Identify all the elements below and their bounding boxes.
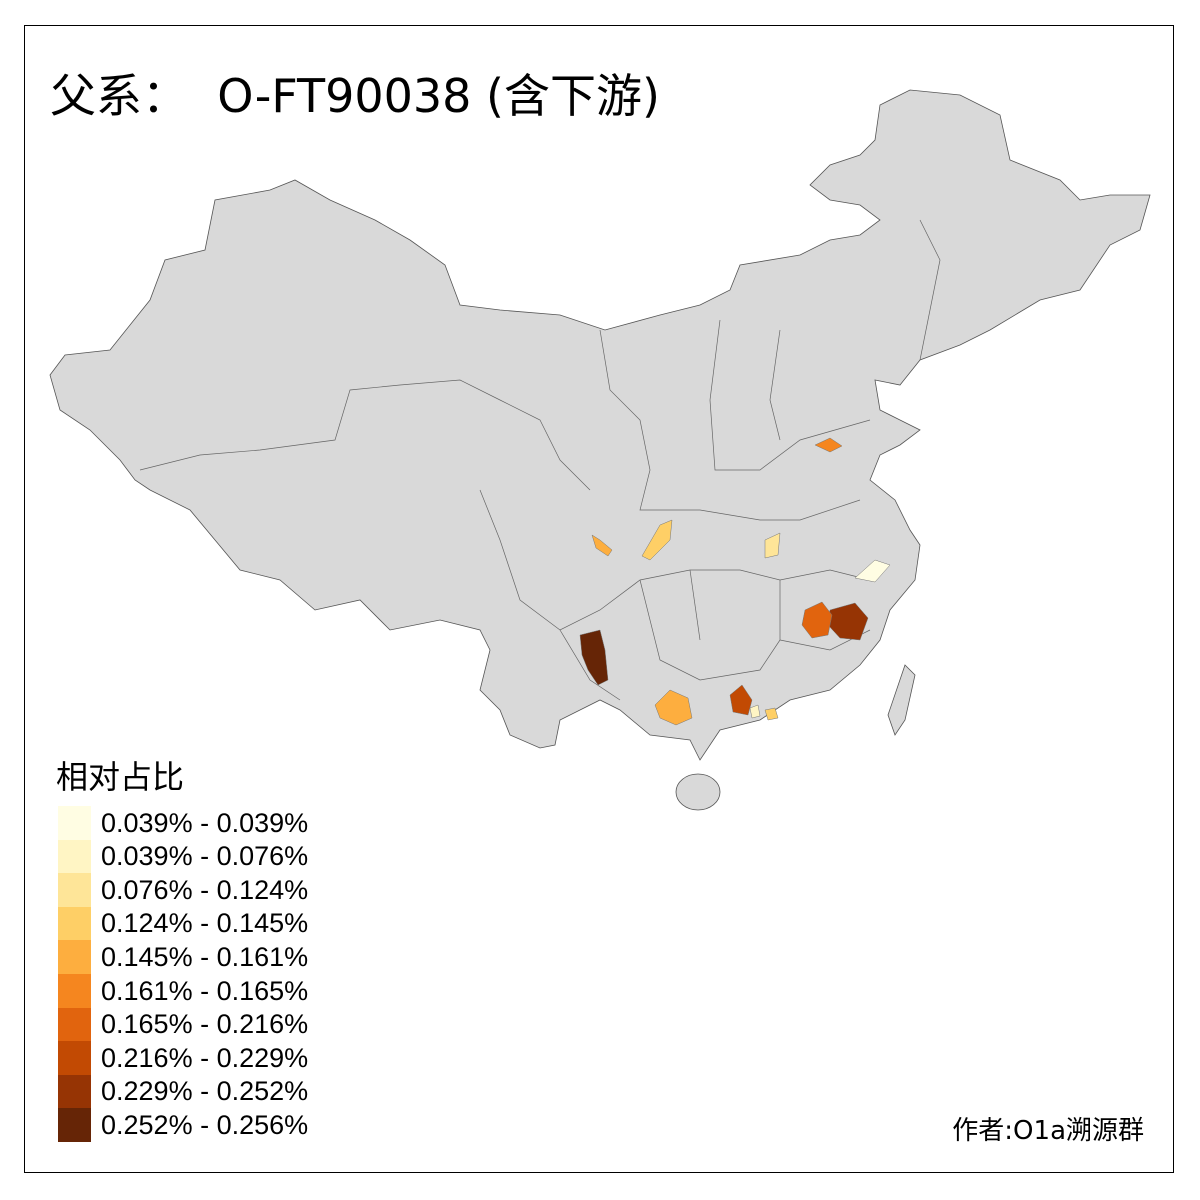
legend-item: 0.229% - 0.252% <box>58 1074 309 1109</box>
legend-swatch <box>58 1007 91 1042</box>
region-shandong <box>814 437 843 453</box>
legend-label: 0.039% - 0.076% <box>101 841 309 872</box>
legend-swatch <box>58 940 91 975</box>
legend-label: 0.216% - 0.229% <box>101 1042 309 1073</box>
legend-item: 0.039% - 0.076% <box>58 839 309 874</box>
region-hubei <box>764 532 781 559</box>
legend-swatch <box>58 1074 91 1109</box>
legend-item: 0.252% - 0.256% <box>58 1108 309 1143</box>
legend-swatch <box>58 839 91 874</box>
highlighted-regions <box>579 437 891 726</box>
legend-item: 0.161% - 0.165% <box>58 974 308 1008</box>
region-jiangxi-west <box>801 601 833 639</box>
legend-swatch <box>58 1041 91 1076</box>
hainan <box>675 773 721 811</box>
region-guangxi-west <box>654 689 693 726</box>
region-anhui <box>854 559 891 583</box>
region-guangxi-east <box>729 684 753 716</box>
region-guangdong-light <box>749 704 761 719</box>
legend-item: 0.039% - 0.039% <box>58 806 308 840</box>
legend-label: 0.145% - 0.161% <box>101 941 309 972</box>
legend-item: 0.216% - 0.229% <box>58 1041 309 1076</box>
region-yunnan-west <box>579 629 609 686</box>
legend-item: 0.145% - 0.161% <box>58 940 309 975</box>
legend-label: 0.076% - 0.124% <box>101 874 309 905</box>
region-sichuan <box>591 534 613 557</box>
legend-title: 相对占比 <box>56 758 185 796</box>
map-title: 父系： O-FT90038 (含下游) <box>50 69 660 123</box>
province-borders <box>139 219 941 701</box>
legend-label: 0.165% - 0.216% <box>101 1009 309 1040</box>
legend-label: 0.161% - 0.165% <box>101 975 309 1006</box>
legend-swatch <box>58 906 91 941</box>
legend-item: 0.076% - 0.124% <box>58 873 309 908</box>
legend-swatch <box>58 806 91 840</box>
legend-label: 0.124% - 0.145% <box>101 908 309 939</box>
legend-label: 0.252% - 0.256% <box>101 1109 309 1140</box>
legend-label: 0.039% - 0.039% <box>101 807 309 838</box>
region-shaanxi-south <box>641 519 673 561</box>
plot-frame <box>24 25 1174 1173</box>
author-credit: 作者:O1a溯源群 <box>952 1116 1144 1146</box>
legend-item: 0.165% - 0.216% <box>58 1007 309 1042</box>
region-guangdong-small <box>764 707 779 721</box>
legend-item: 0.124% - 0.145% <box>58 906 309 941</box>
taiwan <box>887 664 916 736</box>
legend-label: 0.229% - 0.252% <box>101 1076 309 1107</box>
legend-swatch <box>58 974 91 1008</box>
legend-swatch <box>58 1108 91 1143</box>
legend-swatch <box>58 873 91 908</box>
